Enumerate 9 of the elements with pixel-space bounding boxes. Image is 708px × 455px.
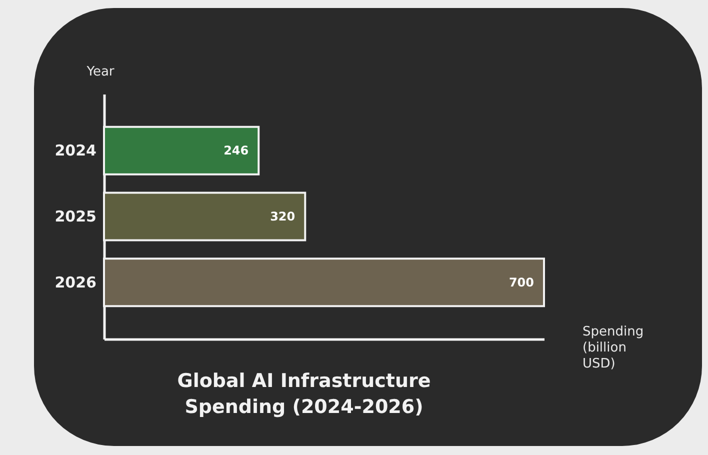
x-axis-title: Spending (billion USD)	[582, 324, 644, 372]
data-label: 320	[270, 210, 296, 224]
data-label: 700	[508, 275, 534, 290]
data-label: 246	[224, 144, 249, 158]
y-tick-label: 2024	[54, 142, 96, 160]
text: Global AI Infrastructure Spending (2024-2026)	[177, 370, 431, 418]
y-axis-title: Year	[86, 64, 115, 80]
y-tick-label: 2026	[54, 273, 96, 292]
y-tick-label: 2025	[54, 208, 96, 226]
